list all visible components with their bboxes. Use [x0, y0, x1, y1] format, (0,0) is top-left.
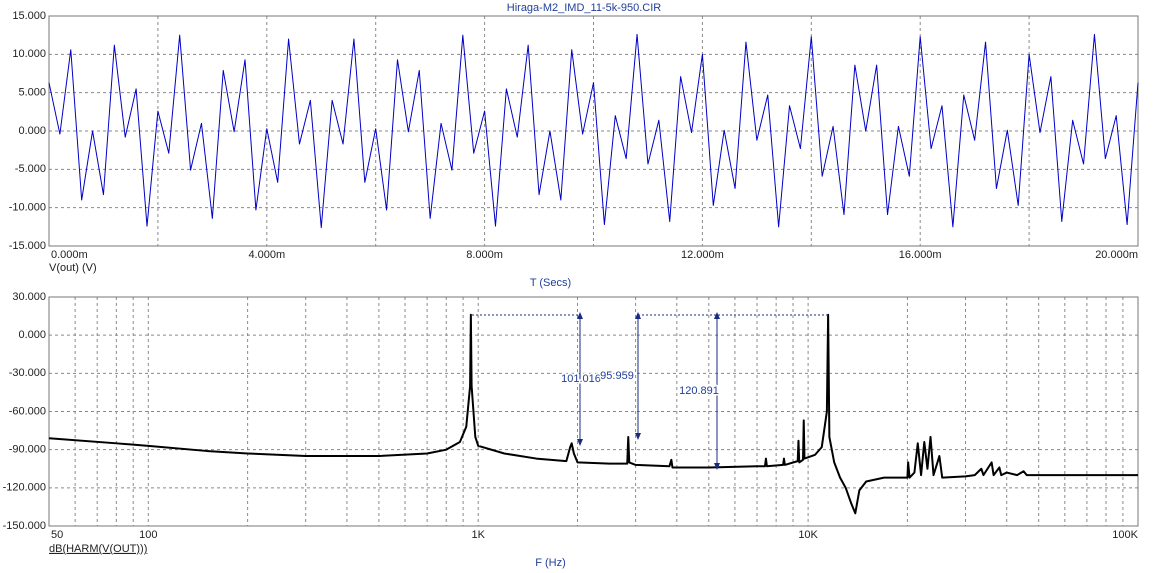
plot-border: [48, 15, 1139, 247]
plot-border: [48, 296, 1139, 527]
y-tick-label: -120.000: [3, 482, 46, 494]
data-line: [48, 313, 1138, 515]
x-tick-label: 50: [51, 529, 63, 541]
x-axis-label: F (Hz): [535, 557, 566, 569]
y-tick-label: 0.000: [18, 329, 46, 341]
y-tick-label: 30.000: [12, 291, 46, 303]
measure-label: 101.016: [561, 373, 601, 385]
x-axis-label: T (Secs): [530, 277, 571, 289]
x-tick-label: 100: [139, 529, 157, 541]
y-tick-label: 5.000: [18, 87, 46, 99]
measure-label: 95.959: [600, 370, 634, 382]
chart-title: Hiraga-M2_IMD_11-5k-950.CIR: [507, 2, 662, 14]
y-tick-label: 0.000: [18, 125, 46, 137]
x-tick-label: 8.000m: [466, 249, 503, 261]
x-tick-label: 0.000m: [51, 249, 88, 261]
x-tick-label: 100K: [1112, 529, 1138, 541]
y-tick-label: 15.000: [12, 10, 46, 22]
y-tick-label: -90.000: [9, 444, 46, 456]
y-tick-label: -10.000: [9, 202, 46, 214]
measure-label: 120.891: [679, 385, 719, 397]
y-tick-label: -5.000: [15, 163, 46, 175]
data-line: [48, 33, 1139, 229]
x-tick-label: 1K: [471, 529, 485, 541]
x-tick-label: 16.000m: [899, 249, 942, 261]
y-tick-label: -60.000: [9, 405, 46, 417]
y-tick-label: -30.000: [9, 367, 46, 379]
y-tick-label: -150.000: [3, 520, 46, 532]
y-axis-label: V(out) (V): [49, 262, 97, 274]
y-axis-label: dB(HARM(V(OUT))): [49, 543, 147, 555]
x-tick-label: 20.000m: [1095, 249, 1138, 261]
y-tick-label: -15.000: [9, 240, 46, 252]
x-tick-label: 4.000m: [248, 249, 285, 261]
x-tick-label: 12.000m: [681, 249, 724, 261]
x-tick-label: 10K: [798, 529, 818, 541]
y-tick-label: 10.000: [12, 48, 46, 60]
